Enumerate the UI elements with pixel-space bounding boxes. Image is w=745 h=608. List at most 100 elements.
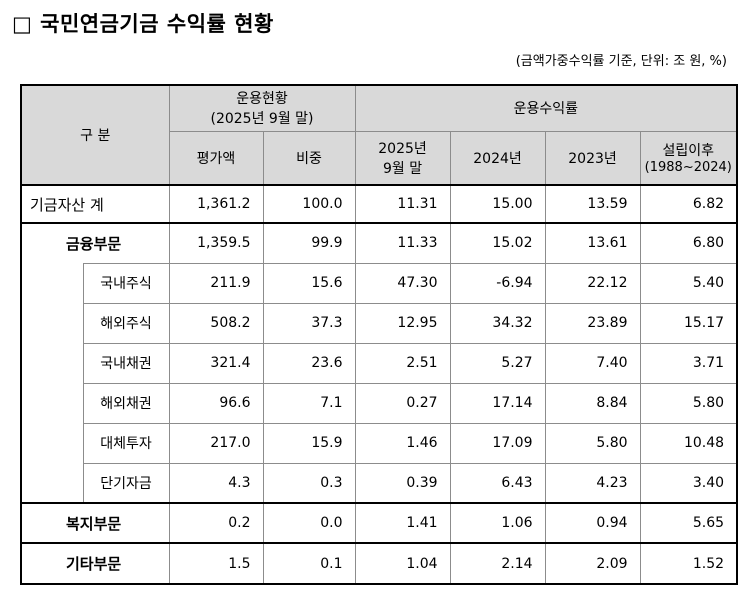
- header-row-1: 구 분 운용현황 (2025년 9월 말) 운용수익률: [20, 84, 739, 186]
- table-row: 국내주식 211.9 15.6 47.30 -6.94 22.12 5.40: [20, 262, 739, 504]
- cell-weight: 15.6: [262, 262, 356, 304]
- cell-2023: 8.84: [544, 382, 641, 424]
- cell-since: 5.40: [639, 262, 739, 304]
- cell-amount: 4.3: [168, 462, 264, 504]
- cell-2025: 0.39: [354, 462, 451, 504]
- cell-2025: 1.41: [354, 502, 451, 544]
- table-row: 단기자금 4.3 0.3 0.39 6.43 4.23 3.40: [21, 462, 739, 504]
- cell-weight: 15.9: [262, 422, 356, 464]
- header-since-line1: 설립이후: [662, 143, 715, 160]
- cell-2025: 12.95: [354, 302, 451, 344]
- header-return-group: 운용수익률: [354, 84, 739, 132]
- row-label: 단기자금: [82, 462, 170, 504]
- header-amount: 평가액: [168, 130, 264, 186]
- cell-weight: 100.0: [262, 184, 356, 224]
- cell-2023: 22.12: [544, 262, 641, 304]
- cell-since: 15.17: [639, 302, 739, 344]
- header-since: 설립이후 (1988~2024): [639, 130, 739, 186]
- cell-since: 6.82: [639, 184, 739, 224]
- header-2023: 2023년: [544, 130, 641, 186]
- fund-return-table: 구 분 운용현황 (2025년 9월 말) 운용수익률 평가액 비중 2025년…: [20, 84, 739, 585]
- cell-since: 5.80: [639, 382, 739, 424]
- cell-weight: 99.9: [262, 222, 356, 264]
- table-row: 기타부문 1.5 0.1 1.04 2.14 2.09 1.52: [20, 542, 739, 585]
- unit-note: (금액가중수익률 기준, 단위: 조 원, %): [515, 54, 727, 69]
- cell-2025: 11.31: [354, 184, 451, 224]
- cell-since: 10.48: [639, 422, 739, 464]
- cell-amount: 96.6: [168, 382, 264, 424]
- header-row-2: 평가액 비중 2025년 9월 말 2024년 2023년 설립이후 (1988…: [21, 130, 739, 186]
- cell-2023: 13.61: [544, 222, 641, 264]
- row-label: 대체투자: [82, 422, 170, 464]
- cell-2023: 4.23: [544, 462, 641, 504]
- indent-spacer: [20, 263, 84, 504]
- cell-since: 5.65: [639, 502, 739, 544]
- cell-weight: 23.6: [262, 342, 356, 384]
- cell-weight: 0.1: [262, 542, 356, 585]
- table-row: 해외주식 508.2 37.3 12.95 34.32 23.89 15.17: [21, 302, 739, 344]
- cell-weight: 37.3: [262, 302, 356, 344]
- cell-2024: 2.14: [449, 542, 546, 585]
- header-2025-line1: 2025년: [378, 140, 427, 157]
- cell-2024: 1.06: [449, 502, 546, 544]
- cell-2025: 47.30: [354, 262, 451, 304]
- header-weight: 비중: [262, 130, 356, 186]
- cell-since: 3.40: [639, 462, 739, 504]
- cell-amount: 211.9: [168, 262, 264, 304]
- table-row: 복지부문 0.2 0.0 1.41 1.06 0.94 5.65: [20, 502, 739, 544]
- cell-since: 6.80: [639, 222, 739, 264]
- cell-since: 3.71: [639, 342, 739, 384]
- header-2025-line2: 9월 말: [382, 160, 423, 177]
- cell-weight: 7.1: [262, 382, 356, 424]
- cell-2024: 17.14: [449, 382, 546, 424]
- cell-amount: 217.0: [168, 422, 264, 464]
- table-row: 금융부문 1,359.5 99.9 11.33 15.02 13.61 6.80: [20, 222, 739, 264]
- row-label: 해외주식: [82, 302, 170, 344]
- cell-2025: 11.33: [354, 222, 451, 264]
- cell-2025: 0.27: [354, 382, 451, 424]
- header-status-group: 운용현황 (2025년 9월 말): [168, 84, 356, 132]
- header-since-line2: (1988~2024): [644, 160, 732, 176]
- cell-2023: 0.94: [544, 502, 641, 544]
- cell-2023: 7.40: [544, 342, 641, 384]
- cell-2023: 23.89: [544, 302, 641, 344]
- row-label: 금융부문: [20, 222, 170, 263]
- row-label: 기타부문: [20, 542, 170, 585]
- header-2025: 2025년 9월 말: [354, 130, 451, 186]
- cell-2025: 1.04: [354, 542, 451, 585]
- cell-2024: 5.27: [449, 342, 546, 384]
- cell-amount: 1,361.2: [168, 184, 264, 224]
- cell-2025: 1.46: [354, 422, 451, 464]
- cell-amount: 508.2: [168, 302, 264, 344]
- table-row: 국내채권 321.4 23.6 2.51 5.27 7.40 3.71: [21, 342, 739, 384]
- cell-weight: 0.3: [262, 462, 356, 504]
- header-category: 구 분: [20, 84, 170, 186]
- header-2024: 2024년: [449, 130, 546, 186]
- cell-2025: 2.51: [354, 342, 451, 384]
- cell-since: 1.52: [639, 542, 739, 585]
- page-title: □ 국민연금기금 수익률 현황: [12, 12, 274, 36]
- header-status-sub: (2025년 9월 말): [210, 111, 314, 128]
- cell-2024: 17.09: [449, 422, 546, 464]
- cell-amount: 321.4: [168, 342, 264, 384]
- table-row: 기금자산 계 1,361.2 100.0 11.31 15.00 13.59 6…: [20, 184, 739, 224]
- cell-2024: -6.94: [449, 262, 546, 304]
- table-row: 해외채권 96.6 7.1 0.27 17.14 8.84 5.80: [21, 382, 739, 424]
- row-label: 해외채권: [82, 382, 170, 424]
- row-label: 국내채권: [82, 342, 170, 384]
- cell-2024: 6.43: [449, 462, 546, 504]
- cell-2023: 2.09: [544, 542, 641, 585]
- cell-2024: 15.02: [449, 222, 546, 264]
- row-label: 기금자산 계: [20, 184, 170, 224]
- cell-amount: 1.5: [168, 542, 264, 585]
- header-status-label: 운용현황: [236, 91, 288, 108]
- table-row: 대체투자 217.0 15.9 1.46 17.09 5.80 10.48: [21, 422, 739, 464]
- cell-2024: 34.32: [449, 302, 546, 344]
- cell-2024: 15.00: [449, 184, 546, 224]
- cell-2023: 5.80: [544, 422, 641, 464]
- cell-weight: 0.0: [262, 502, 356, 544]
- row-label: 국내주식: [82, 262, 170, 304]
- cell-amount: 0.2: [168, 502, 264, 544]
- cell-amount: 1,359.5: [168, 222, 264, 264]
- row-label: 복지부문: [20, 502, 170, 544]
